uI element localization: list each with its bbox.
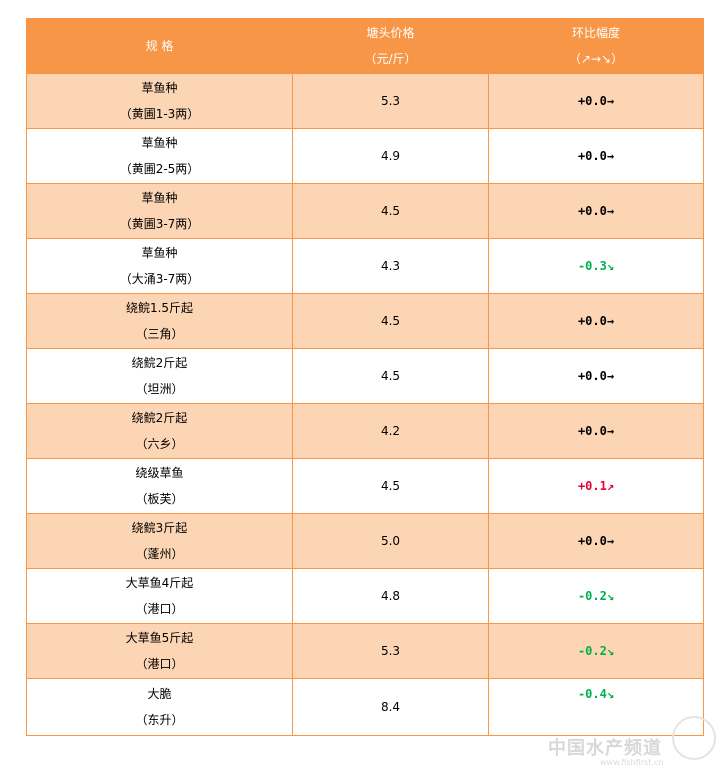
change-value: +0.0→ <box>577 204 615 218</box>
table-row: 草鱼种 （黄圃3-7两） 4.5 +0.0→ <box>26 183 704 239</box>
spec-cell: 草鱼种 （黄圃3-7两） <box>26 183 293 239</box>
change-value: -0.4↘ <box>577 687 615 701</box>
change-value: +0.0→ <box>577 534 615 548</box>
spec-cell: 大草鱼5斤起 （港口） <box>26 623 293 679</box>
watermark-url: www.fishfirst.cn <box>600 758 664 767</box>
spec-cell: 草鱼种 （黄圃2-5两） <box>26 128 293 184</box>
spec-cell: 草鱼种 （大涌3-7两） <box>26 238 293 294</box>
table-row: 绕鲩2斤起 （六乡） 4.2 +0.0→ <box>26 403 704 459</box>
table-row: 草鱼种 （黄圃2-5两） 4.9 +0.0→ <box>26 128 704 184</box>
change-header: 环比幅度 （↗→↘） <box>488 18 704 74</box>
change-value: +0.0→ <box>577 424 615 438</box>
price-cell: 5.0 <box>292 513 489 569</box>
spec-cell: 大脆 （东升） <box>26 678 293 736</box>
table-row: 草鱼种 （大涌3-7两） 4.3 -0.3↘ <box>26 238 704 294</box>
table-row: 绕鲩2斤起 （坦洲） 4.5 +0.0→ <box>26 348 704 404</box>
price-cell: 4.2 <box>292 403 489 459</box>
change-cell: -0.2↘ <box>488 568 704 624</box>
table-header: 规 格 塘头价格 （元/斤） 环比幅度 （↗→↘） <box>26 18 704 74</box>
table-row: 绕鲩1.5斤起 （三角） 4.5 +0.0→ <box>26 293 704 349</box>
change-value: +0.1↗ <box>577 479 615 493</box>
price-cell: 4.9 <box>292 128 489 184</box>
change-cell: +0.0→ <box>488 348 704 404</box>
spec-cell: 绕鲩3斤起 （蓬州） <box>26 513 293 569</box>
change-cell: +0.0→ <box>488 73 704 129</box>
table-row: 大脆 （东升） 8.4 -0.4↘ <box>26 678 704 736</box>
spec-cell: 草鱼种 （黄圃1-3两） <box>26 73 293 129</box>
change-cell: +0.0→ <box>488 403 704 459</box>
spec-cell: 大草鱼4斤起 （港口） <box>26 568 293 624</box>
price-cell: 4.5 <box>292 293 489 349</box>
spec-cell: 绕鲩2斤起 （六乡） <box>26 403 293 459</box>
change-value: +0.0→ <box>577 314 615 328</box>
change-cell: +0.0→ <box>488 293 704 349</box>
table-row: 大草鱼4斤起 （港口） 4.8 -0.2↘ <box>26 568 704 624</box>
change-value: -0.3↘ <box>577 259 615 273</box>
price-cell: 5.3 <box>292 623 489 679</box>
price-cell: 8.4 <box>292 678 489 736</box>
spec-header: 规 格 <box>26 18 293 74</box>
price-table: 规 格 塘头价格 （元/斤） 环比幅度 （↗→↘） 草鱼种 （黄圃1-3两） 5.3 … <box>26 18 704 736</box>
change-cell: +0.1↗ <box>488 458 704 514</box>
price-header: 塘头价格 （元/斤） <box>292 18 489 74</box>
spec-cell: 绕鲩1.5斤起 （三角） <box>26 293 293 349</box>
change-cell: -0.3↘ <box>488 238 704 294</box>
change-value: -0.2↘ <box>577 589 615 603</box>
change-value: +0.0→ <box>577 149 615 163</box>
spec-cell: 绕鲩2斤起 （坦洲） <box>26 348 293 404</box>
change-value: -0.2↘ <box>577 644 615 658</box>
change-cell: +0.0→ <box>488 128 704 184</box>
table-row: 草鱼种 （黄圃1-3两） 5.3 +0.0→ <box>26 73 704 129</box>
price-cell: 4.3 <box>292 238 489 294</box>
spec-cell: 绕级草鱼 （板芙） <box>26 458 293 514</box>
change-cell: -0.2↘ <box>488 623 704 679</box>
price-cell: 4.5 <box>292 458 489 514</box>
change-cell: +0.0→ <box>488 183 704 239</box>
watermark-text: 中国水产频道 <box>548 738 662 759</box>
change-value: +0.0→ <box>577 94 615 108</box>
price-cell: 4.5 <box>292 183 489 239</box>
table-row: 绕级草鱼 （板芙） 4.5 +0.1↗ <box>26 458 704 514</box>
table-row: 大草鱼5斤起 （港口） 5.3 -0.2↘ <box>26 623 704 679</box>
price-cell: 5.3 <box>292 73 489 129</box>
change-cell: +0.0→ <box>488 513 704 569</box>
price-cell: 4.8 <box>292 568 489 624</box>
globe-logo-icon <box>672 716 716 760</box>
table-row: 绕鲩3斤起 （蓬州） 5.0 +0.0→ <box>26 513 704 569</box>
price-cell: 4.5 <box>292 348 489 404</box>
change-value: +0.0→ <box>577 369 615 383</box>
change-cell: -0.4↘ <box>488 678 704 736</box>
